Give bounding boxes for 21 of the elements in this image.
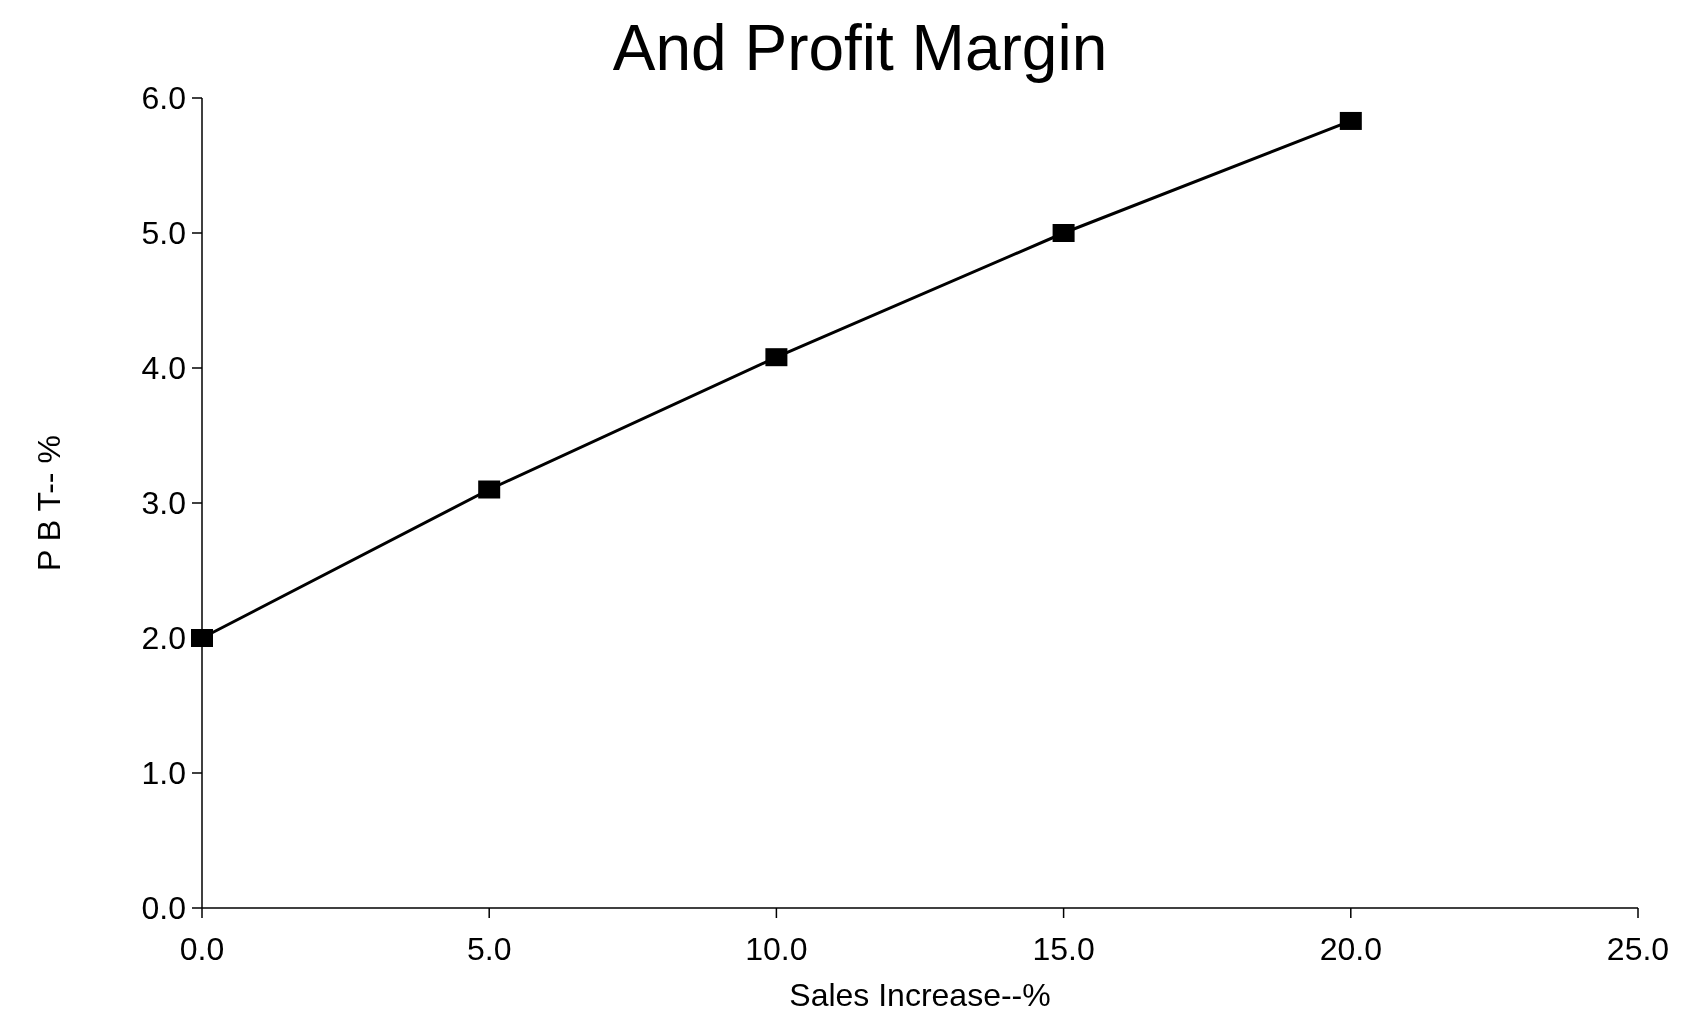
y-tick-label: 4.0 (141, 350, 186, 387)
point (1052, 224, 1075, 242)
x-tick-label: 5.0 (466, 931, 512, 967)
y-tick-label: 6.0 (141, 80, 186, 117)
x-tick-label: 20.0 (1319, 931, 1382, 967)
y-tick-label: 5.0 (141, 215, 186, 252)
x-tick-label: 0.0 (179, 931, 225, 967)
x-axis-title: Sales Increase--% (789, 977, 1051, 1013)
chart-title: And Profit Margin (612, 12, 1108, 84)
point (765, 348, 788, 367)
y-tick-label: 3.0 (141, 485, 186, 522)
y-tick-label: 0.0 (141, 890, 186, 927)
x-tick-label: 25.0 (1606, 931, 1670, 967)
point (1339, 111, 1362, 130)
y-tick-label: 2.0 (141, 620, 186, 657)
y-tick-label: 1.0 (141, 755, 186, 792)
x-tick-label: 10.0 (745, 931, 808, 967)
x-tick-label: 15.0 (1032, 931, 1095, 967)
y-axis-title: P B T-- % (31, 435, 67, 571)
point (478, 480, 501, 499)
point (191, 629, 213, 647)
